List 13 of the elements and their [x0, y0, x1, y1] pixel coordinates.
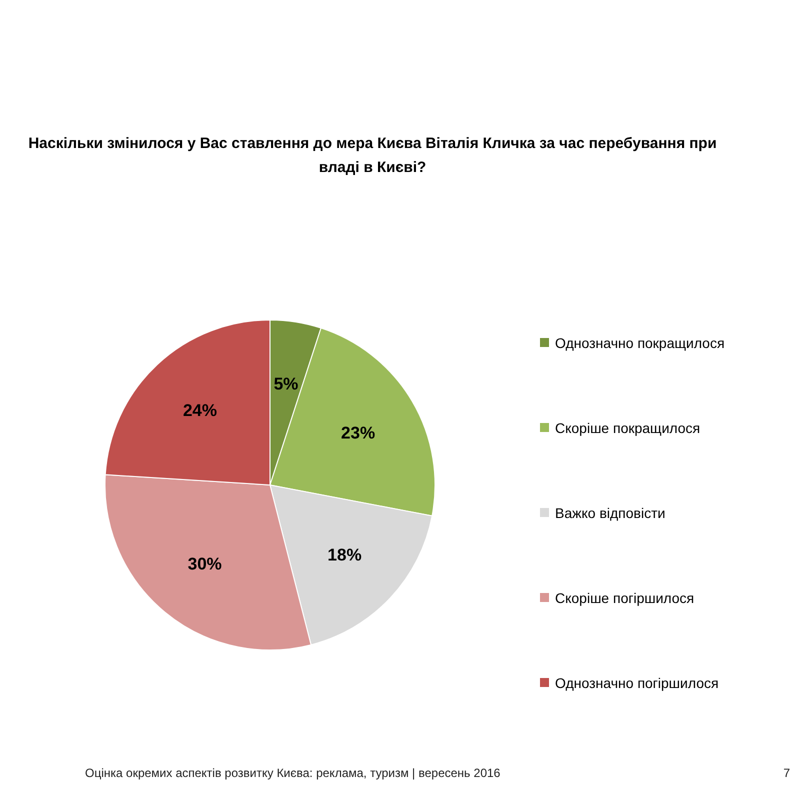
legend-label: Однозначно покращилося [555, 334, 725, 350]
data-label: 23% [341, 423, 376, 442]
chart-title: Наскільки змінилося у Вас ставлення до мера Києва Віталія Кличка за час перебування при владі в Києві? [28, 135, 717, 176]
text: Оцінка окремих аспектів розвитку Києва: реклама, туризм | вересень 2016 [85, 766, 500, 780]
legend-label: Скоріше покращилося [555, 420, 700, 436]
data-label: 18% [328, 546, 362, 565]
text: 7 [783, 766, 790, 780]
legend-label: Скоріше погіршилося [555, 590, 694, 606]
data-label: 24% [182, 400, 217, 420]
legend-label: Важко відповісти [555, 504, 666, 520]
legend-label: Однозначно погіршилося [555, 674, 719, 690]
data-label: 5% [274, 374, 298, 394]
data-label: 30% [188, 554, 222, 574]
